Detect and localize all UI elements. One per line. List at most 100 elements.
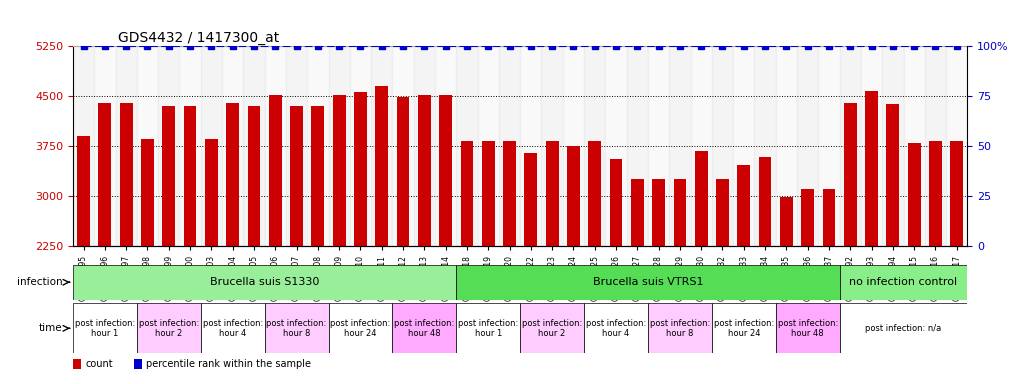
Text: no infection control: no infection control: [850, 277, 957, 287]
Bar: [844, 103, 857, 384]
Text: post infection:
hour 4: post infection: hour 4: [203, 319, 262, 338]
Bar: [563, 46, 585, 246]
FancyBboxPatch shape: [201, 303, 264, 353]
Bar: [243, 46, 264, 246]
Bar: [652, 179, 665, 384]
Bar: [349, 46, 371, 246]
FancyBboxPatch shape: [585, 303, 648, 353]
Bar: [695, 151, 708, 384]
Bar: [371, 46, 392, 246]
Bar: [355, 92, 367, 384]
Bar: [631, 179, 643, 384]
Bar: [589, 141, 601, 384]
Text: Brucella suis VTRS1: Brucella suis VTRS1: [593, 277, 703, 287]
FancyBboxPatch shape: [328, 303, 392, 353]
Bar: [183, 106, 197, 384]
Bar: [542, 46, 563, 246]
Bar: [201, 46, 222, 246]
FancyBboxPatch shape: [521, 303, 585, 353]
Bar: [482, 141, 494, 384]
Bar: [397, 97, 409, 384]
Text: post infection: n/a: post infection: n/a: [865, 324, 942, 333]
FancyBboxPatch shape: [840, 265, 967, 300]
Text: post infection:
hour 24: post infection: hour 24: [714, 319, 774, 338]
Text: post infection:
hour 2: post infection: hour 2: [139, 319, 199, 338]
FancyBboxPatch shape: [776, 303, 840, 353]
Bar: [925, 46, 946, 246]
Bar: [392, 46, 413, 246]
Bar: [776, 46, 797, 246]
Bar: [627, 46, 648, 246]
Bar: [461, 141, 473, 384]
Bar: [137, 46, 158, 246]
Bar: [861, 46, 882, 246]
Bar: [733, 46, 755, 246]
Bar: [674, 179, 686, 384]
Bar: [247, 106, 260, 384]
Bar: [311, 106, 324, 384]
Text: post infection:
hour 4: post infection: hour 4: [586, 319, 646, 338]
Bar: [946, 46, 967, 246]
Bar: [716, 179, 729, 384]
Bar: [477, 46, 498, 246]
Bar: [456, 46, 477, 246]
Bar: [226, 103, 239, 384]
Bar: [755, 46, 776, 246]
Bar: [567, 146, 579, 384]
Text: infection: infection: [16, 277, 62, 287]
Bar: [525, 153, 537, 384]
Bar: [546, 141, 558, 384]
Bar: [908, 142, 921, 384]
FancyBboxPatch shape: [73, 265, 456, 300]
Text: percentile rank within the sample: percentile rank within the sample: [146, 359, 311, 369]
Bar: [77, 136, 90, 384]
Bar: [648, 46, 670, 246]
Bar: [435, 46, 456, 246]
Bar: [73, 359, 81, 369]
Bar: [865, 91, 878, 384]
FancyBboxPatch shape: [73, 303, 137, 353]
FancyBboxPatch shape: [392, 303, 456, 353]
Bar: [886, 104, 900, 384]
Bar: [307, 46, 328, 246]
Bar: [328, 46, 349, 246]
Bar: [929, 141, 942, 384]
Bar: [418, 95, 431, 384]
Bar: [120, 103, 133, 384]
Text: count: count: [85, 359, 112, 369]
Bar: [503, 141, 516, 384]
Text: post infection:
hour 48: post infection: hour 48: [778, 319, 838, 338]
Text: post infection:
hour 8: post infection: hour 8: [649, 319, 710, 338]
Bar: [521, 46, 542, 246]
Bar: [585, 46, 606, 246]
Bar: [840, 46, 861, 246]
FancyBboxPatch shape: [648, 303, 712, 353]
Bar: [882, 46, 904, 246]
Bar: [759, 157, 772, 384]
Bar: [498, 46, 521, 246]
Bar: [780, 197, 793, 384]
Bar: [712, 46, 733, 246]
FancyBboxPatch shape: [840, 303, 967, 353]
Bar: [904, 46, 925, 246]
Bar: [264, 46, 286, 246]
FancyBboxPatch shape: [137, 303, 201, 353]
Text: post infection:
hour 8: post infection: hour 8: [266, 319, 326, 338]
Bar: [376, 86, 388, 384]
Bar: [737, 165, 751, 384]
Bar: [158, 46, 179, 246]
Text: post infection:
hour 2: post infection: hour 2: [522, 319, 582, 338]
Bar: [286, 46, 307, 246]
Bar: [222, 46, 243, 246]
Bar: [290, 106, 303, 384]
Text: post infection:
hour 1: post infection: hour 1: [458, 319, 519, 338]
Text: GDS4432 / 1417300_at: GDS4432 / 1417300_at: [118, 31, 279, 45]
Bar: [179, 46, 201, 246]
Bar: [819, 46, 840, 246]
FancyBboxPatch shape: [264, 303, 328, 353]
Bar: [670, 46, 691, 246]
Bar: [801, 189, 814, 384]
Bar: [115, 46, 137, 246]
Bar: [73, 46, 94, 246]
Bar: [797, 46, 819, 246]
